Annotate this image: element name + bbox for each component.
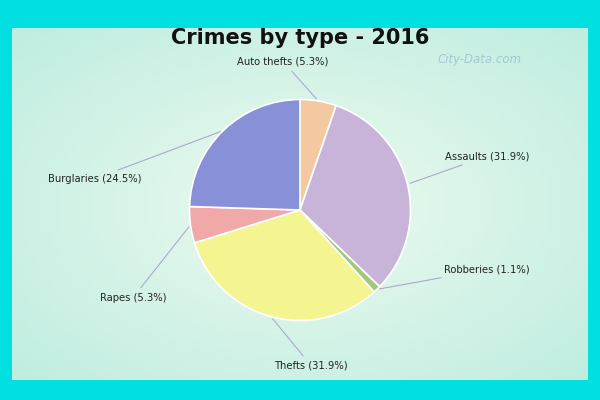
Text: Assaults (31.9%): Assaults (31.9%) [410,151,529,183]
Wedge shape [190,100,300,210]
Wedge shape [300,100,336,210]
Text: Robberies (1.1%): Robberies (1.1%) [380,264,530,289]
Wedge shape [194,210,374,320]
Text: Thefts (31.9%): Thefts (31.9%) [272,319,348,371]
Wedge shape [300,210,380,292]
Text: Crimes by type - 2016: Crimes by type - 2016 [171,28,429,48]
Text: Rapes (5.3%): Rapes (5.3%) [100,227,189,303]
Wedge shape [190,206,300,243]
Text: Burglaries (24.5%): Burglaries (24.5%) [48,132,220,184]
Text: Auto thefts (5.3%): Auto thefts (5.3%) [238,56,329,99]
Text: City-Data.com: City-Data.com [438,54,522,66]
Wedge shape [300,106,410,287]
